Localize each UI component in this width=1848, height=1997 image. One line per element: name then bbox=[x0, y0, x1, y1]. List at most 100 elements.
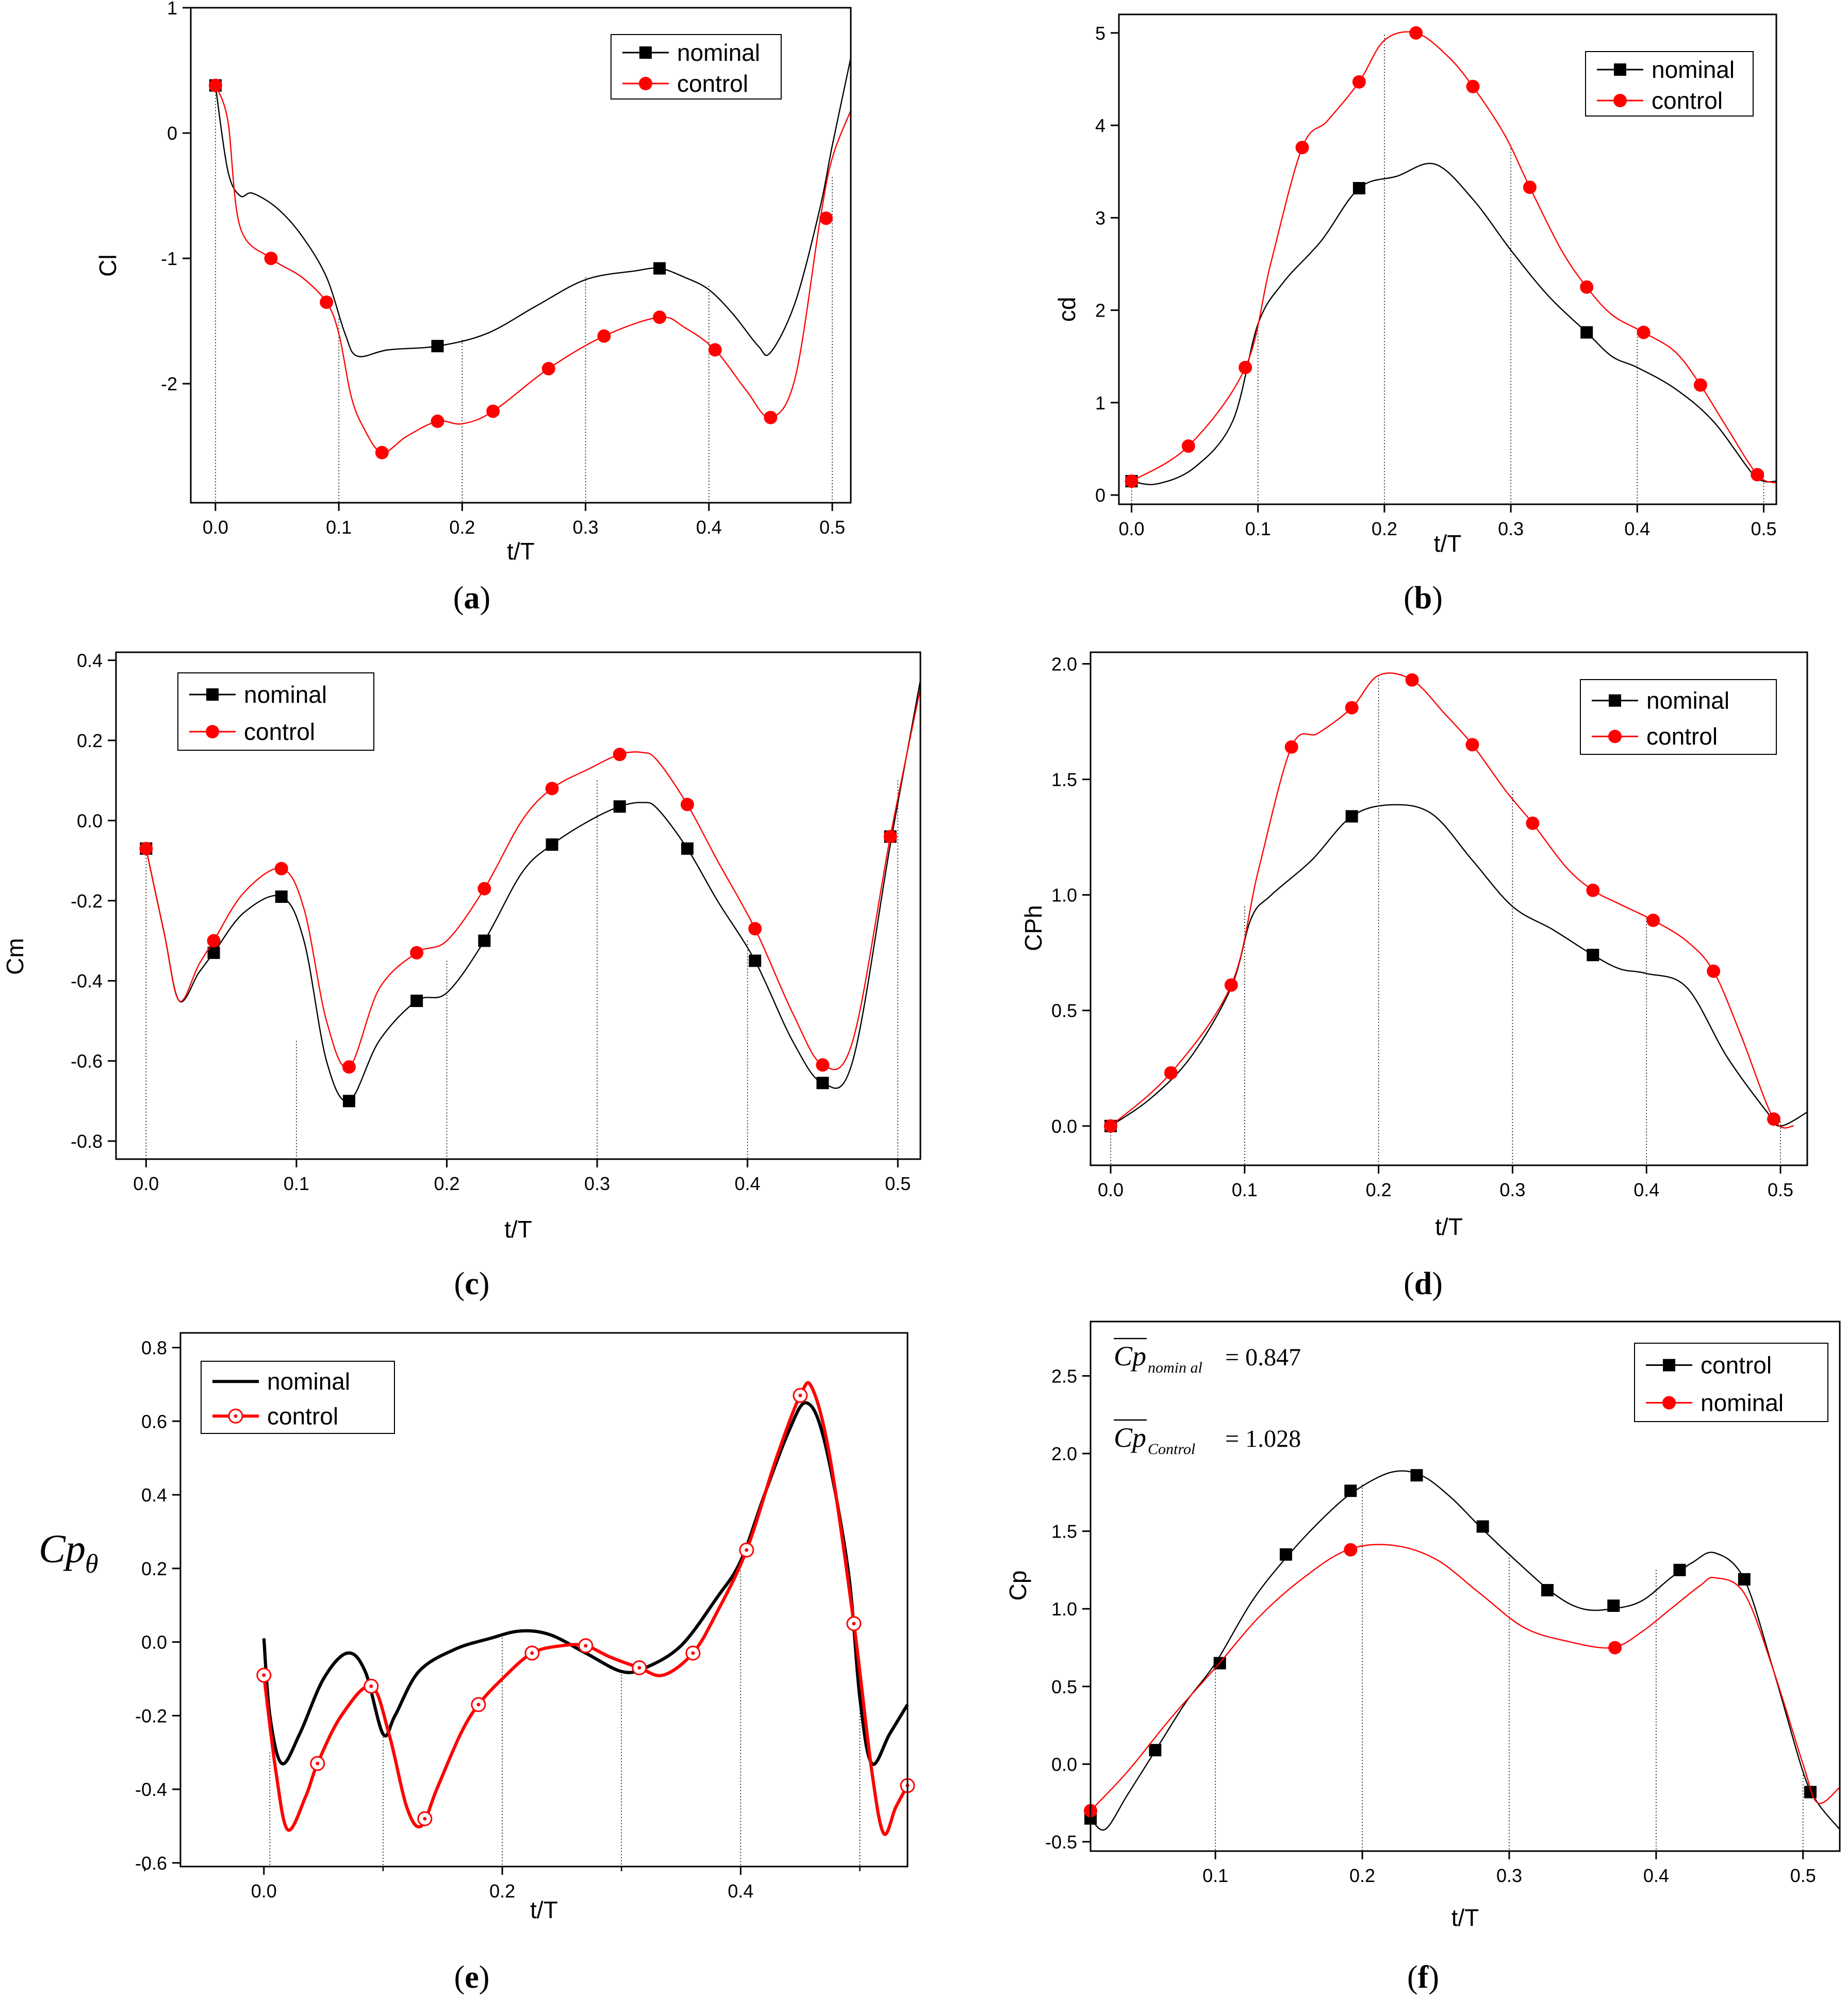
x-tick-label: 0.1 bbox=[326, 517, 352, 538]
x-tick-label: 0.1 bbox=[1202, 1865, 1228, 1886]
y-tick-label: 0.0 bbox=[1051, 1754, 1077, 1775]
data-point-nominal-2 bbox=[1587, 949, 1599, 962]
legend-label-nominal: nominal bbox=[267, 1368, 350, 1395]
y-tick-label: 1.5 bbox=[1051, 1521, 1077, 1542]
legend-label-control: control bbox=[1652, 87, 1723, 114]
data-point-control-8 bbox=[1586, 883, 1600, 897]
legend: nominal control bbox=[177, 672, 374, 751]
y-axis-label: cd bbox=[1053, 297, 1080, 322]
y-tick-label: 2 bbox=[1095, 300, 1106, 321]
y-tick-label: 1.0 bbox=[1051, 885, 1077, 906]
x-axis-label: t/T bbox=[1451, 1904, 1479, 1931]
legend-marker-nominal bbox=[639, 46, 652, 59]
data-point-control-1 bbox=[310, 1756, 325, 1771]
y-axis-label: CPh bbox=[1020, 905, 1047, 951]
data-point-control-2 bbox=[320, 295, 334, 309]
data-point-control-7 bbox=[1526, 816, 1540, 830]
data-point-control-4 bbox=[1352, 75, 1366, 89]
data-point-control-1 bbox=[207, 934, 221, 948]
y-tick-label: 1.0 bbox=[1051, 1598, 1077, 1620]
series-line-nominal bbox=[1090, 1544, 1840, 1811]
data-point-control-9 bbox=[739, 1542, 754, 1558]
data-point-control-8 bbox=[1580, 280, 1594, 294]
y-tick-label: 0.5 bbox=[1051, 1000, 1077, 1021]
y-tick-label: -0.4 bbox=[135, 1779, 167, 1800]
data-point-nominal-2 bbox=[1580, 326, 1593, 339]
y-tick-label: 0 bbox=[167, 123, 177, 144]
y-tick-label: 0.8 bbox=[141, 1338, 167, 1359]
chart-panel-c: 0.0 0.1 0.2 0.3 0.4 0.5 0.4 0.2 0.0 -0.2 -0.4 -0.6 -… bbox=[2, 650, 921, 1301]
data-point-control-5 bbox=[1410, 1469, 1423, 1482]
chart-panel-a: 0.0 0.1 0.2 0.3 0.4 0.5 1 0 -1 -2 t/T Cl nominal cont… bbox=[94, 0, 852, 616]
plot-frame bbox=[179, 1332, 909, 1868]
x-tick-label: 0.5 bbox=[819, 517, 845, 538]
y-tick-label: -0.2 bbox=[135, 1705, 167, 1726]
data-point-control-3 bbox=[417, 1811, 433, 1826]
panel-caption: (c) bbox=[454, 1266, 490, 1301]
legend-label-nominal: nominal bbox=[1701, 1390, 1784, 1416]
data-point-nominal-4 bbox=[410, 995, 423, 1008]
series-nominal bbox=[140, 680, 921, 1108]
y-tick-label: 5 bbox=[1095, 23, 1106, 44]
data-point-control-10 bbox=[1693, 378, 1707, 392]
x-tick-label: 0.1 bbox=[284, 1173, 309, 1194]
data-point-nominal-7 bbox=[613, 800, 626, 813]
x-tick-label: 0.4 bbox=[696, 517, 722, 538]
data-point-nominal-3 bbox=[342, 1095, 355, 1108]
data-point-control-9 bbox=[1646, 913, 1660, 927]
legend-label-control: control bbox=[677, 70, 748, 97]
y-tick-label: 1.5 bbox=[1051, 769, 1077, 790]
panel-caption: (e) bbox=[454, 1960, 490, 1995]
data-point-control-3 bbox=[375, 445, 389, 459]
x-tick-label: 0.5 bbox=[885, 1173, 911, 1194]
annotation-value: = 1.028 bbox=[1225, 1425, 1301, 1453]
x-tick-label: 0.5 bbox=[1768, 1179, 1793, 1200]
y-tick-label: 1 bbox=[167, 0, 177, 19]
legend-box bbox=[610, 34, 782, 100]
y-tick-label: -2 bbox=[161, 373, 177, 394]
data-point-nominal-1 bbox=[207, 946, 220, 959]
legend-label-control: control bbox=[244, 718, 315, 745]
y-tick-label: 4 bbox=[1095, 115, 1106, 136]
y-tick-label: 0.0 bbox=[141, 1632, 167, 1653]
data-point-control-5 bbox=[1405, 673, 1419, 687]
series-control bbox=[208, 78, 852, 459]
data-point-control-11 bbox=[1767, 1112, 1781, 1126]
panel-caption: (a) bbox=[453, 581, 490, 616]
data-point-control-10 bbox=[764, 410, 778, 424]
y-tick-label: 2.0 bbox=[1051, 1443, 1077, 1464]
legend: nominal control bbox=[1580, 679, 1777, 755]
data-point-control-11 bbox=[883, 830, 897, 844]
data-point-control-11 bbox=[846, 1616, 862, 1631]
data-point-control-4 bbox=[431, 415, 444, 428]
legend-marker-nominal bbox=[1609, 694, 1621, 707]
panel-caption: (d) bbox=[1404, 1266, 1443, 1301]
y-tick-label: 0.4 bbox=[77, 650, 103, 671]
series-line-nominal bbox=[1131, 162, 1777, 485]
x-tick-label: 0.0 bbox=[133, 1173, 159, 1194]
y-tick-label: -0.4 bbox=[71, 970, 103, 992]
plot-frame bbox=[1118, 13, 1777, 505]
y-tick-label: -0.5 bbox=[1045, 1831, 1077, 1853]
data-point-control-1 bbox=[264, 252, 278, 266]
legend: nominal control bbox=[610, 34, 782, 100]
plot-frame bbox=[1090, 1321, 1841, 1852]
chart-panel-f: 0.1 0.2 0.3 0.4 0.5 2.5 2.0 1.5 1.0 0.5 0.0 -0.5 t/T… bbox=[1004, 1321, 1841, 1995]
legend: nominal control bbox=[201, 1361, 395, 1434]
data-point-control-2 bbox=[274, 862, 288, 876]
series-line-control bbox=[1110, 672, 1794, 1129]
x-tick-label: 0.3 bbox=[573, 517, 599, 538]
x-tick-label: 0.2 bbox=[449, 517, 475, 538]
data-point-control-9 bbox=[1673, 1563, 1686, 1576]
y-tick-label: 0.0 bbox=[77, 810, 103, 831]
x-tick-label: 0.1 bbox=[1245, 518, 1271, 539]
data-point-control-11 bbox=[819, 211, 833, 225]
data-point-control-8 bbox=[685, 1645, 701, 1661]
data-point-control-6 bbox=[541, 361, 555, 375]
data-point-control-5 bbox=[524, 1645, 540, 1661]
panel-caption: (b) bbox=[1404, 581, 1443, 616]
data-point-control-7 bbox=[1523, 180, 1537, 194]
data-point-control-2 bbox=[1239, 360, 1252, 374]
x-tick-label: 0.4 bbox=[1624, 518, 1650, 539]
y-tick-label: -0.8 bbox=[71, 1131, 103, 1152]
